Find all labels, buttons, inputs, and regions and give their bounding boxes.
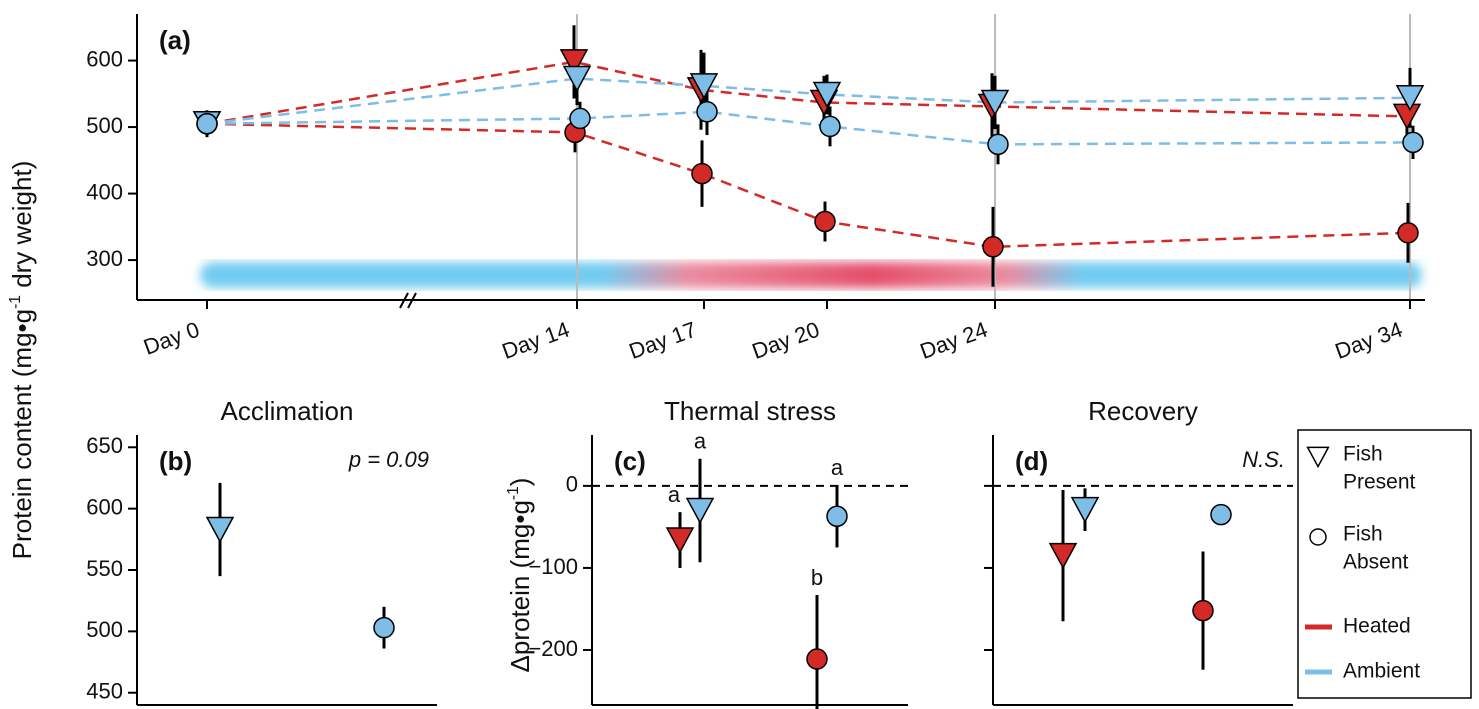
y-axis-label-part: -1 bbox=[505, 486, 522, 500]
circle-marker bbox=[569, 107, 591, 130]
y-tick-label: 400 bbox=[86, 179, 123, 204]
significance-letter: a bbox=[668, 482, 681, 507]
circle-marker bbox=[982, 236, 1004, 258]
legend-label: Fish bbox=[1343, 523, 1383, 546]
triangle-marker bbox=[1048, 542, 1078, 570]
circle-marker bbox=[1402, 131, 1424, 154]
triangle-marker bbox=[685, 497, 715, 525]
annotation: N.S. bbox=[1242, 447, 1285, 472]
panel-title: Acclimation bbox=[221, 396, 354, 426]
y-tick-label: 650 bbox=[86, 433, 123, 458]
y-axis-label-part: ) bbox=[505, 478, 535, 487]
y-axis-label-part: Protein content (mg•g bbox=[7, 309, 37, 559]
panel-title: Recovery bbox=[1088, 396, 1198, 426]
triangle-marker bbox=[812, 81, 842, 109]
panel-label: (a) bbox=[159, 25, 191, 55]
y-axis-label-part: -1 bbox=[7, 295, 24, 309]
y-axis-label: Protein content (mg•g-1 dry weight) bbox=[7, 161, 37, 560]
circle-marker bbox=[1192, 599, 1214, 622]
y-tick-label: 600 bbox=[86, 494, 123, 519]
legend-label: Fish bbox=[1343, 443, 1383, 466]
panel-label: (b) bbox=[159, 446, 192, 476]
circle-marker bbox=[814, 210, 836, 233]
series-line bbox=[206, 122, 1409, 249]
annotation: p = 0.09 bbox=[348, 447, 429, 472]
legend-label: Ambient bbox=[1343, 660, 1420, 683]
panel-label: (d) bbox=[1015, 446, 1048, 476]
circle-marker bbox=[826, 505, 848, 527]
y-tick-label: 500 bbox=[86, 617, 123, 642]
triangle-marker bbox=[980, 89, 1010, 117]
y-axis-label: Δprotein (mg•g-1) bbox=[505, 478, 535, 673]
x-tick-label: Day 34 bbox=[1332, 317, 1406, 364]
triangle-marker bbox=[205, 516, 235, 544]
legend-label: Heated bbox=[1343, 615, 1411, 638]
x-tick-label: Day 17 bbox=[626, 317, 700, 364]
y-tick-label: 550 bbox=[86, 556, 123, 581]
circle-marker bbox=[1309, 528, 1327, 546]
legend-box bbox=[1297, 429, 1472, 699]
triangle-marker bbox=[1395, 85, 1425, 112]
series-line bbox=[206, 110, 1414, 146]
circle-marker bbox=[819, 115, 841, 138]
triangle-marker bbox=[559, 49, 589, 76]
triangle-marker bbox=[1070, 496, 1100, 524]
y-tick-label: −100 bbox=[528, 554, 578, 579]
triangle-marker bbox=[562, 65, 592, 93]
y-axis-label-part: dry weight) bbox=[7, 161, 37, 295]
triangle-marker bbox=[689, 73, 719, 100]
y-tick-label: 600 bbox=[86, 46, 123, 71]
significance-letter: a bbox=[831, 455, 844, 480]
triangle-marker bbox=[1306, 446, 1330, 469]
circle-marker bbox=[806, 648, 828, 670]
x-tick-label: Day 0 bbox=[140, 317, 203, 360]
circle-marker bbox=[373, 616, 395, 639]
circle-marker bbox=[691, 162, 713, 185]
circle-marker bbox=[987, 133, 1009, 156]
significance-letter: b bbox=[811, 565, 823, 590]
y-tick-label: −200 bbox=[528, 636, 578, 661]
x-tick-label: Day 24 bbox=[917, 317, 991, 364]
series-line bbox=[206, 60, 1408, 125]
y-tick-label: 500 bbox=[86, 113, 123, 138]
circle-marker bbox=[196, 112, 218, 135]
series-line bbox=[206, 77, 1411, 125]
y-axis-label-part: Δprotein (mg•g bbox=[505, 500, 535, 672]
x-tick-label: Day 14 bbox=[499, 317, 573, 364]
y-tick-label: 0 bbox=[566, 472, 578, 497]
legend-label: Absent bbox=[1343, 551, 1409, 574]
circle-marker bbox=[1397, 222, 1419, 244]
treatment-band bbox=[200, 262, 1422, 288]
y-tick-label: 450 bbox=[86, 679, 123, 704]
legend-label: Present bbox=[1343, 471, 1416, 494]
triangle-marker bbox=[1392, 103, 1422, 131]
y-tick-label: 300 bbox=[86, 246, 123, 271]
x-tick-label: Day 20 bbox=[749, 317, 823, 364]
circle-marker bbox=[696, 101, 718, 123]
panel-title: Thermal stress bbox=[664, 396, 836, 426]
significance-letter: a bbox=[694, 429, 707, 454]
circle-marker bbox=[1210, 503, 1232, 526]
panel-label: (c) bbox=[614, 446, 646, 476]
triangle-marker bbox=[665, 527, 695, 554]
